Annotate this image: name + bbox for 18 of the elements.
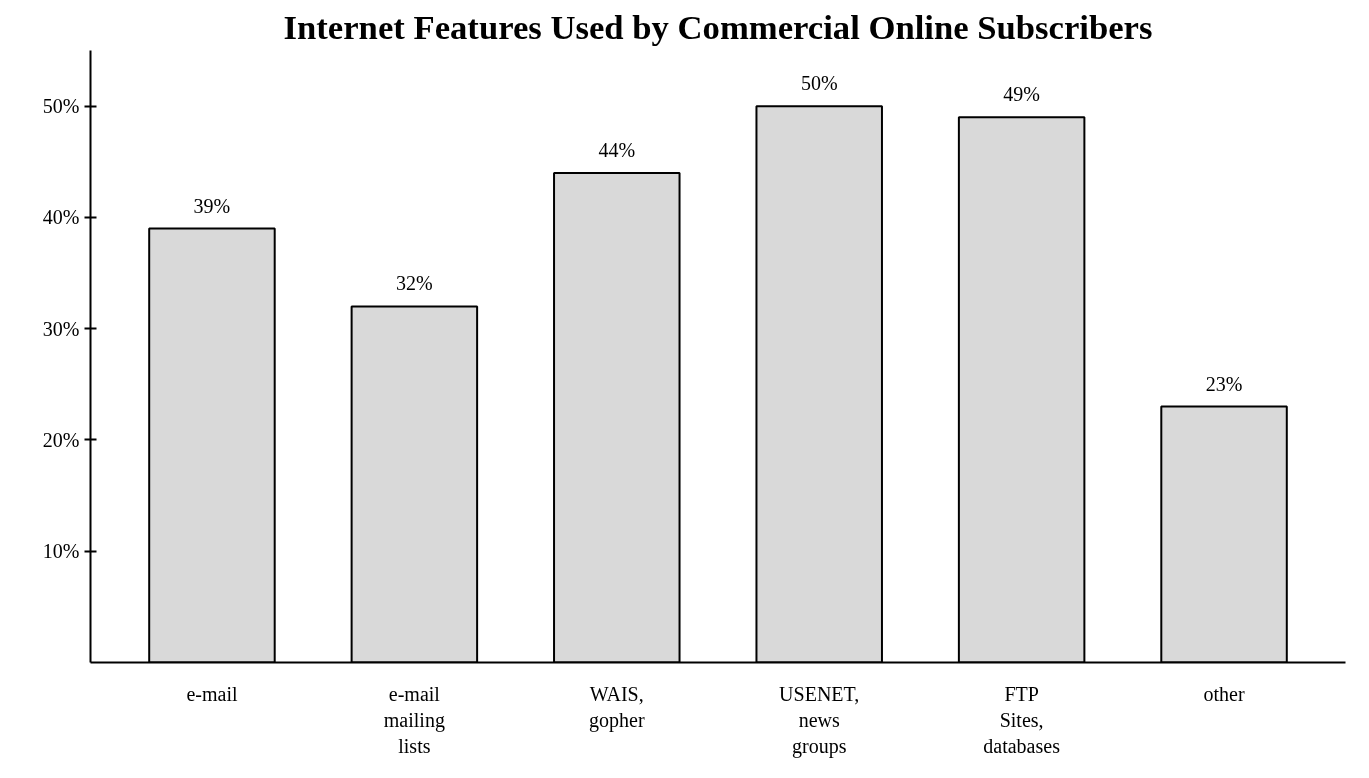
y-tick-label: 30%: [42, 317, 80, 340]
data-label: 50%: [800, 72, 838, 95]
x-tick-label: e-mail: [186, 682, 238, 705]
x-tick-label: e-mail mailing lists: [383, 682, 445, 758]
x-tick-label: FTP Sites, databases: [983, 682, 1061, 758]
chart-title: Internet Features Used by Commercial Online Subscribers: [283, 7, 1153, 46]
x-tick-label: WAIS, gopher: [589, 682, 645, 732]
y-tick-label: 50%: [42, 95, 80, 118]
y-tick-label: 20%: [42, 428, 80, 451]
data-label: 23%: [1205, 372, 1243, 395]
y-tick-label: 40%: [42, 206, 80, 229]
y-tick-label: 10%: [42, 540, 80, 563]
data-label: 39%: [193, 194, 231, 217]
x-tick-label: other: [1203, 682, 1245, 705]
data-label: 32%: [396, 272, 433, 295]
data-label: 49%: [1003, 83, 1040, 106]
x-tick-label: USENET, news groups: [779, 682, 860, 759]
data-label: 44%: [598, 138, 636, 161]
